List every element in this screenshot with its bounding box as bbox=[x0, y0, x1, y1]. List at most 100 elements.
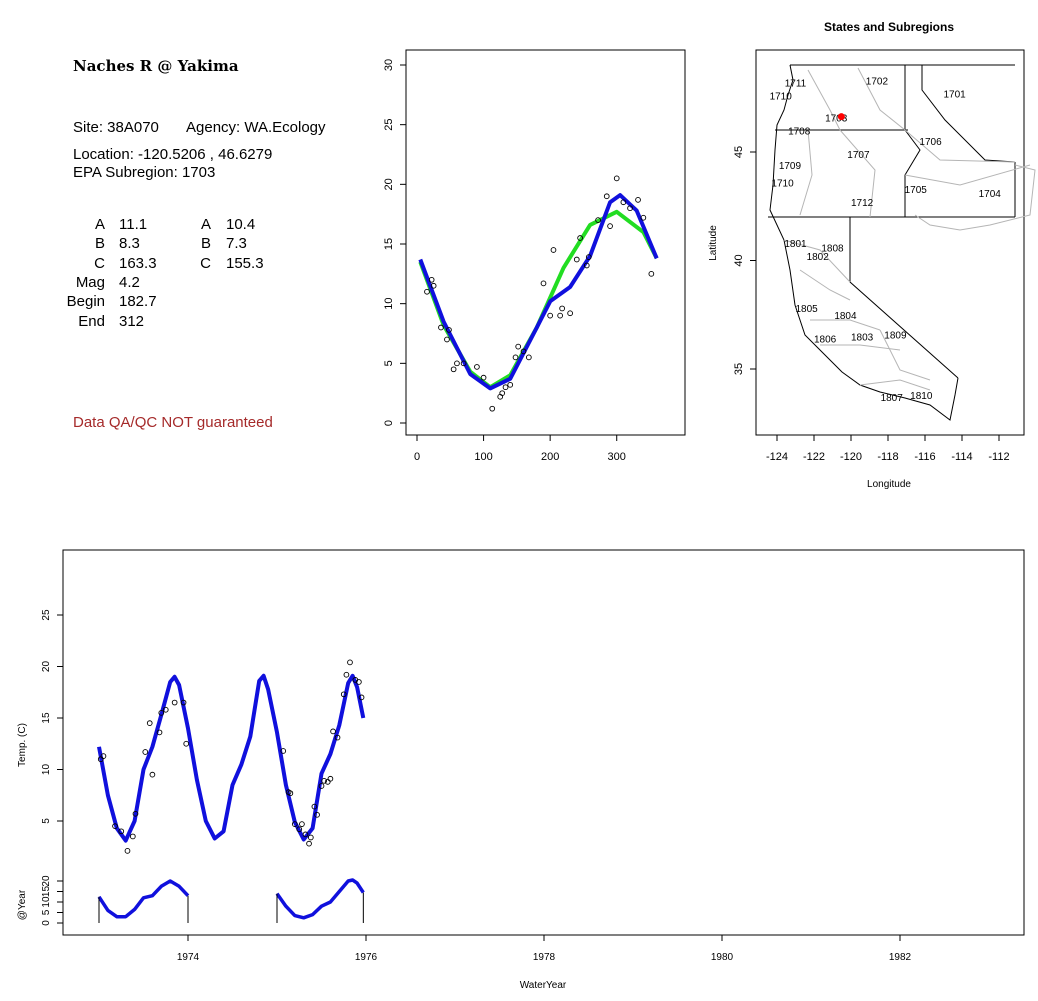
subregion-label: 1803 bbox=[851, 332, 874, 343]
ts-y-tick-label: 5 bbox=[41, 818, 52, 824]
ts-inset-y-tick-label: 0 bbox=[41, 920, 52, 926]
subregion-label: 1701 bbox=[943, 89, 966, 100]
map-y-label: Latitude bbox=[708, 225, 719, 261]
subregion-label: 1711 bbox=[785, 79, 807, 90]
ts-inset-y-label: @Year bbox=[17, 889, 28, 920]
data-point bbox=[583, 262, 590, 269]
map-y-tick-label: 35 bbox=[733, 363, 745, 375]
ts-data-point bbox=[162, 706, 169, 713]
param-value: 7.3 bbox=[226, 235, 247, 253]
param-label: C bbox=[200, 254, 211, 272]
data-point bbox=[480, 374, 487, 381]
ts-data-point bbox=[280, 748, 287, 754]
x-tick-label: 100 bbox=[474, 451, 492, 463]
data-point bbox=[620, 199, 627, 206]
subregion-label: 1710 bbox=[771, 178, 794, 189]
data-point bbox=[507, 381, 514, 388]
map-x-label: Longitude bbox=[867, 479, 911, 490]
ts-data-point bbox=[318, 783, 325, 789]
data-point bbox=[607, 223, 613, 229]
state-border-idaho-mt bbox=[921, 65, 1016, 163]
ts-data-point bbox=[307, 834, 314, 841]
site-marker bbox=[837, 113, 845, 121]
data-point bbox=[474, 364, 480, 370]
ts-data-point bbox=[180, 699, 187, 706]
subregion-label: 1808 bbox=[821, 243, 844, 254]
y-tick-label: 5 bbox=[383, 360, 395, 366]
ts-x-tick-label: 1976 bbox=[355, 952, 378, 963]
param-label: End bbox=[78, 312, 105, 330]
ts-y-tick-label: 10 bbox=[41, 764, 52, 776]
subregion-label: 1703 bbox=[825, 113, 848, 124]
subregion-boundary bbox=[904, 129, 1016, 163]
ts-data-point bbox=[340, 691, 347, 698]
state-border-idaho-west bbox=[904, 65, 921, 217]
subregion-boundary bbox=[859, 379, 931, 391]
blue-fit-curve bbox=[418, 193, 659, 391]
data-point bbox=[502, 384, 509, 391]
annual-fit-curve bbox=[97, 879, 190, 919]
data-point bbox=[640, 214, 647, 221]
subregion-boundary bbox=[799, 129, 813, 216]
subregion-label: 1807 bbox=[881, 393, 904, 404]
x-tick-label: 0 bbox=[414, 451, 420, 463]
ts-data-point bbox=[327, 775, 334, 782]
subregion-boundary bbox=[904, 164, 1031, 186]
data-point bbox=[550, 247, 557, 253]
ts-data-point bbox=[132, 810, 139, 817]
ts-data-point bbox=[343, 671, 350, 678]
param-value: 155.3 bbox=[226, 254, 264, 272]
subregion-label: 1802 bbox=[807, 252, 830, 263]
data-point bbox=[454, 360, 460, 367]
subregion-label: 1710 bbox=[770, 92, 793, 103]
map-y-tick-label: 40 bbox=[733, 254, 745, 266]
param-label: B bbox=[94, 235, 105, 253]
data-point bbox=[603, 193, 610, 200]
map-x-tick-label: -116 bbox=[914, 451, 935, 463]
param-value: 312 bbox=[119, 312, 145, 330]
epa-subregion: EPA Subregion: 1703 bbox=[73, 164, 216, 181]
data-point bbox=[499, 390, 506, 397]
subregion-map: States and Subregions Longitude Latitude -1… bbox=[708, 20, 1036, 490]
subregion-label: 1704 bbox=[979, 189, 1002, 200]
ts-data-point bbox=[347, 659, 353, 666]
ts-data-point bbox=[146, 720, 153, 727]
data-point bbox=[595, 217, 601, 223]
ts-inset-y-tick-label: 5 bbox=[41, 909, 52, 915]
ts-data-point bbox=[142, 749, 149, 755]
ts-x-tick-label: 1980 bbox=[711, 952, 734, 963]
ts-y-tick-label: 20 bbox=[41, 661, 52, 673]
data-point bbox=[444, 336, 450, 343]
param-label: B bbox=[200, 235, 211, 253]
subregion-label: 1709 bbox=[779, 161, 802, 172]
data-point bbox=[438, 324, 444, 331]
ts-data-point bbox=[314, 811, 320, 818]
param-value: 163.3 bbox=[119, 254, 157, 272]
data-point bbox=[635, 196, 641, 203]
ts-y-tick-label: 15 bbox=[41, 712, 52, 724]
coastline bbox=[769, 64, 959, 421]
subregion-label: 1705 bbox=[905, 185, 928, 196]
time-series-chart: WaterYear Temp. (C) @Year 1974 1976 1978 1980 1… bbox=[17, 549, 1025, 991]
ts-data-point bbox=[306, 840, 312, 847]
ts-data-point bbox=[302, 831, 309, 838]
ts-data-point bbox=[156, 729, 163, 736]
data-point bbox=[567, 310, 573, 317]
ts-data-point bbox=[124, 848, 131, 854]
data-point bbox=[585, 254, 592, 260]
ts-x-tick-label: 1978 bbox=[533, 952, 556, 963]
data-point bbox=[648, 270, 655, 277]
subregion-label: 1809 bbox=[884, 330, 907, 341]
map-x-tick-label: -124 bbox=[766, 451, 788, 463]
x-tick-label: 300 bbox=[608, 451, 626, 463]
data-point bbox=[573, 256, 580, 263]
ts-data-point bbox=[321, 777, 328, 784]
ts-fit-curve bbox=[97, 673, 366, 843]
y-tick-label: 30 bbox=[383, 59, 395, 71]
subregion-boundary bbox=[879, 329, 931, 381]
subregion-boundary bbox=[799, 269, 851, 301]
ts-data-point bbox=[291, 821, 298, 827]
subregion-label: 1712 bbox=[851, 198, 874, 209]
ts-y-label: Temp. (C) bbox=[17, 723, 28, 767]
